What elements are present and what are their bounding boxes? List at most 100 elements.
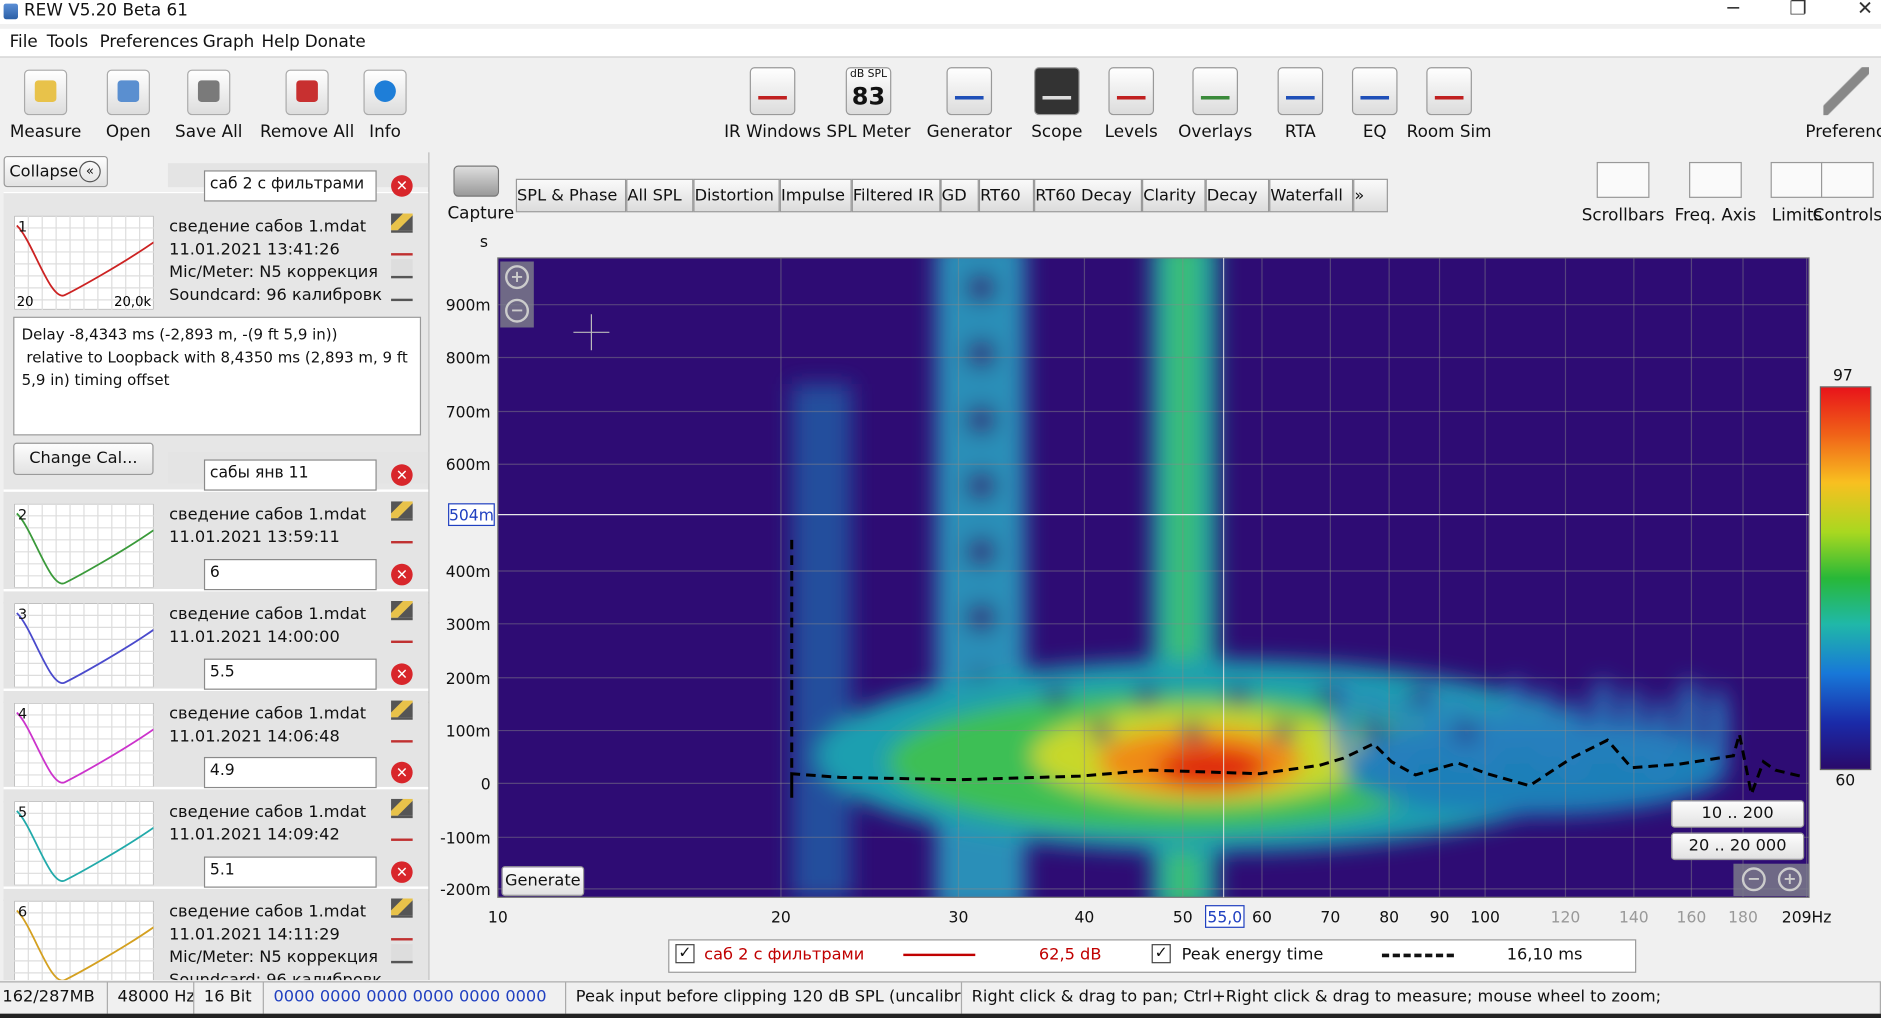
tool-icon[interactable] (1823, 67, 1869, 116)
generate-button[interactable]: Generate (501, 866, 585, 897)
tool-label[interactable]: Room Sim (1406, 122, 1492, 142)
delete-button[interactable]: ✕ (391, 762, 413, 784)
x-tick-label: 100 (1470, 908, 1500, 926)
graph-tool-icon[interactable] (1596, 161, 1650, 198)
name-field[interactable]: саб 2 с фильтрами (203, 170, 377, 202)
name-field[interactable]: сабы янв 11 (203, 459, 377, 491)
tool-icon[interactable] (363, 69, 407, 116)
menu-item[interactable]: File (9, 32, 38, 52)
row-icon[interactable] (391, 259, 413, 279)
zoom-out[interactable]: − (1741, 867, 1766, 892)
name-field[interactable]: 5.1 (203, 856, 377, 888)
row-icon[interactable] (391, 921, 413, 941)
row-icon[interactable] (391, 213, 413, 233)
menu-item[interactable]: Donate (304, 32, 366, 52)
tool-label[interactable]: Open (105, 122, 151, 142)
range-button[interactable]: 10 .. 200 (1671, 800, 1805, 828)
legend-checkbox[interactable]: ✓ (675, 944, 695, 964)
row-icon[interactable] (391, 822, 413, 842)
tool-label[interactable]: IR Windows (724, 122, 822, 142)
tool-label[interactable]: Levels (1104, 122, 1158, 142)
graph-tab[interactable]: Waterfall (1269, 178, 1354, 213)
menu-item[interactable]: Help (261, 32, 300, 52)
name-field[interactable]: 6 (203, 558, 377, 590)
name-field[interactable]: 4.9 (203, 757, 377, 789)
tool-label[interactable]: Measure (9, 122, 82, 142)
tool-icon[interactable] (1034, 67, 1080, 116)
menu-item[interactable]: Graph (202, 32, 255, 52)
x-tick-label: 50 (1173, 908, 1193, 926)
tool-icon[interactable]: dB SPL 83 (845, 67, 892, 116)
tool-label[interactable]: Remove All (259, 122, 355, 142)
zoom-out[interactable]: − (505, 298, 530, 323)
tool-label[interactable]: Info (369, 122, 401, 142)
zoom-in[interactable]: + (1777, 867, 1802, 892)
graph-tool-icon[interactable] (1770, 161, 1824, 198)
graph-tab[interactable]: Distortion (693, 178, 780, 213)
graph-tool-label[interactable]: Controls (1812, 206, 1881, 226)
graph-tab[interactable]: RT60 Decay (1034, 178, 1143, 213)
tool-label[interactable]: Preferences (1805, 122, 1881, 142)
change-cal-button[interactable]: Change Cal... (13, 442, 154, 476)
legend-checkbox[interactable]: ✓ (1151, 944, 1171, 964)
tool-icon[interactable] (749, 67, 796, 116)
delete-button[interactable]: ✕ (391, 464, 413, 486)
row-icon[interactable] (391, 501, 413, 521)
graph-tab[interactable]: Decay (1205, 178, 1270, 213)
graph-tab[interactable]: » (1353, 178, 1388, 213)
graph-tab[interactable]: All SPL (626, 178, 694, 213)
tool-icon[interactable] (106, 69, 150, 116)
graph-tool-label[interactable]: Freq. Axis (1674, 206, 1757, 226)
delete-button[interactable]: ✕ (391, 563, 413, 586)
row-icon[interactable] (391, 944, 413, 964)
row-icon[interactable] (391, 600, 413, 620)
menu-item[interactable]: Preferences (99, 32, 199, 52)
delete-button[interactable]: ✕ (391, 662, 413, 685)
tool-label[interactable]: Save All (175, 122, 243, 142)
tool-label[interactable]: EQ (1362, 122, 1387, 142)
tool-icon[interactable] (1192, 67, 1238, 116)
graph-tool-label[interactable]: Limits (1771, 206, 1823, 226)
row-icon[interactable] (391, 236, 413, 256)
row-icon[interactable] (391, 524, 413, 544)
tool-icon[interactable] (23, 69, 68, 116)
tool-label[interactable]: RTA (1284, 122, 1316, 142)
row-icon[interactable] (391, 799, 413, 819)
capture-label[interactable]: Capture (447, 203, 515, 224)
tool-icon[interactable] (285, 69, 329, 116)
name-field[interactable]: 5.5 (203, 657, 377, 690)
graph-tab[interactable]: RT60 (978, 178, 1035, 213)
graph-tab[interactable]: GD (940, 178, 979, 213)
row-icon[interactable] (391, 898, 413, 918)
thumbnail (14, 801, 154, 886)
tool-icon[interactable] (1277, 67, 1324, 116)
tool-label[interactable]: Scope (1031, 122, 1083, 142)
tool-icon[interactable] (1351, 67, 1398, 116)
graph-tab[interactable]: Clarity (1142, 178, 1206, 213)
row-icon[interactable] (391, 282, 413, 302)
tool-icon[interactable] (1108, 67, 1155, 116)
graph-tool-icon[interactable] (1689, 161, 1742, 198)
tool-icon[interactable] (187, 69, 231, 116)
row-icon[interactable] (391, 623, 413, 643)
icon-accent (374, 80, 396, 102)
graph-tool-icon[interactable] (1820, 161, 1874, 198)
zoom-in[interactable]: + (505, 265, 530, 290)
tool-label[interactable]: Overlays (1178, 122, 1253, 142)
tool-label[interactable]: Generator (926, 122, 1012, 142)
tool-label[interactable]: SPL Meter (826, 122, 911, 142)
graph-tab[interactable]: Impulse (779, 178, 852, 213)
graph-tab[interactable]: Filtered IR (851, 178, 941, 213)
graph-tab[interactable]: SPL & Phase (515, 178, 627, 213)
menu-item[interactable]: Tools (46, 32, 89, 52)
row-icon[interactable] (391, 723, 413, 742)
delete-button[interactable]: ✕ (391, 175, 413, 197)
tool-icon[interactable] (946, 67, 993, 116)
delete-button[interactable]: ✕ (391, 861, 413, 883)
tool-icon[interactable] (1426, 67, 1472, 116)
graph-tool-label[interactable]: Scrollbars (1581, 206, 1665, 226)
item-file: сведение сабов 1.mdat (169, 505, 367, 525)
capture-icon[interactable] (453, 165, 500, 197)
row-icon[interactable] (391, 699, 413, 720)
range-button[interactable]: 20 .. 20 000 (1671, 832, 1805, 861)
